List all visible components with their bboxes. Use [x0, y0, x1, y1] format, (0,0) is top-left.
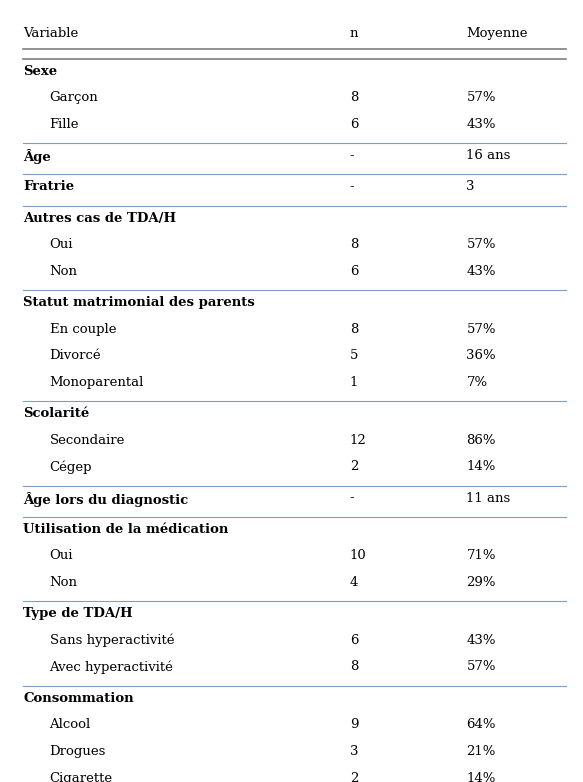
- Text: -: -: [350, 149, 354, 162]
- Text: 29%: 29%: [466, 576, 496, 589]
- Text: Avec hyperactivité: Avec hyperactivité: [50, 661, 173, 674]
- Text: 3: 3: [466, 181, 475, 193]
- Text: -: -: [350, 492, 354, 504]
- Text: 86%: 86%: [466, 434, 496, 447]
- Text: En couple: En couple: [50, 323, 116, 335]
- Text: Âge lors du diagnostic: Âge lors du diagnostic: [23, 492, 188, 507]
- Text: Garçon: Garçon: [50, 91, 99, 104]
- Text: Scolarité: Scolarité: [23, 407, 90, 420]
- Text: Consommation: Consommation: [23, 692, 134, 705]
- Text: Fratrie: Fratrie: [23, 181, 75, 193]
- Text: Sexe: Sexe: [23, 65, 58, 77]
- Text: 57%: 57%: [466, 239, 496, 251]
- Text: Non: Non: [50, 576, 78, 589]
- Text: Monoparental: Monoparental: [50, 376, 144, 389]
- Text: 71%: 71%: [466, 550, 496, 562]
- Text: Âge: Âge: [23, 149, 51, 164]
- Text: 64%: 64%: [466, 719, 496, 731]
- Text: 43%: 43%: [466, 265, 496, 278]
- Text: -: -: [350, 181, 354, 193]
- Text: 57%: 57%: [466, 323, 496, 335]
- Text: 2: 2: [350, 772, 358, 782]
- Text: 5: 5: [350, 350, 358, 362]
- Text: Divorcé: Divorcé: [50, 350, 101, 362]
- Text: 14%: 14%: [466, 772, 496, 782]
- Text: Drogues: Drogues: [50, 745, 106, 758]
- Text: 6: 6: [350, 118, 359, 131]
- Text: 6: 6: [350, 634, 359, 647]
- Text: Cégep: Cégep: [50, 461, 92, 474]
- Text: 43%: 43%: [466, 634, 496, 647]
- Text: Oui: Oui: [50, 239, 73, 251]
- Text: Type de TDA/H: Type de TDA/H: [23, 608, 133, 620]
- Text: 2: 2: [350, 461, 358, 473]
- Text: 10: 10: [350, 550, 367, 562]
- Text: 9: 9: [350, 719, 359, 731]
- Text: 8: 8: [350, 323, 358, 335]
- Text: n: n: [350, 27, 359, 41]
- Text: 8: 8: [350, 661, 358, 673]
- Text: 57%: 57%: [466, 661, 496, 673]
- Text: 8: 8: [350, 91, 358, 104]
- Text: Cigarette: Cigarette: [50, 772, 113, 782]
- Text: 8: 8: [350, 239, 358, 251]
- Text: Utilisation de la médication: Utilisation de la médication: [23, 523, 229, 536]
- Text: Sans hyperactivité: Sans hyperactivité: [50, 634, 174, 647]
- Text: Autres cas de TDA/H: Autres cas de TDA/H: [23, 212, 177, 224]
- Text: 7%: 7%: [466, 376, 487, 389]
- Text: 4: 4: [350, 576, 358, 589]
- Text: 1: 1: [350, 376, 358, 389]
- Text: 21%: 21%: [466, 745, 496, 758]
- Text: 6: 6: [350, 265, 359, 278]
- Text: 12: 12: [350, 434, 367, 447]
- Text: Oui: Oui: [50, 550, 73, 562]
- Text: Non: Non: [50, 265, 78, 278]
- Text: 14%: 14%: [466, 461, 496, 473]
- Text: Fille: Fille: [50, 118, 79, 131]
- Text: Moyenne: Moyenne: [466, 27, 528, 41]
- Text: Statut matrimonial des parents: Statut matrimonial des parents: [23, 296, 255, 309]
- Text: 43%: 43%: [466, 118, 496, 131]
- Text: Secondaire: Secondaire: [50, 434, 125, 447]
- Text: Variable: Variable: [23, 27, 79, 41]
- Text: 16 ans: 16 ans: [466, 149, 511, 162]
- Text: 36%: 36%: [466, 350, 496, 362]
- Text: 57%: 57%: [466, 91, 496, 104]
- Text: 11 ans: 11 ans: [466, 492, 511, 504]
- Text: 3: 3: [350, 745, 359, 758]
- Text: Alcool: Alcool: [50, 719, 91, 731]
